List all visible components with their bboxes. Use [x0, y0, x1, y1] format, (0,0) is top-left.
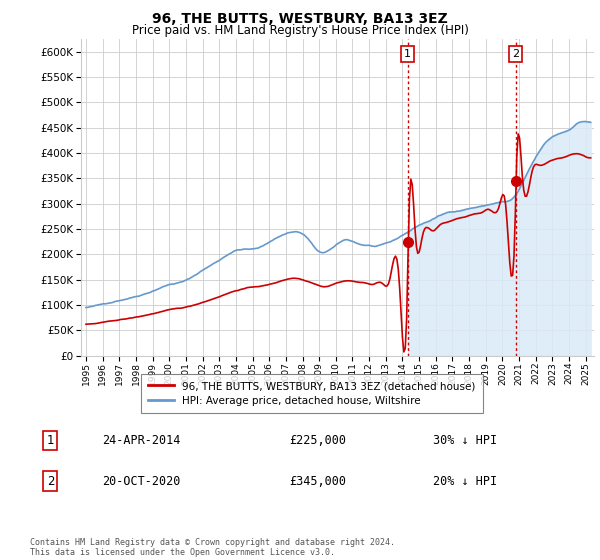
Text: 96, THE BUTTS, WESTBURY, BA13 3EZ: 96, THE BUTTS, WESTBURY, BA13 3EZ — [152, 12, 448, 26]
Text: 20-OCT-2020: 20-OCT-2020 — [102, 475, 180, 488]
Text: 2: 2 — [512, 49, 519, 59]
Text: Contains HM Land Registry data © Crown copyright and database right 2024.
This d: Contains HM Land Registry data © Crown c… — [30, 538, 395, 557]
Text: 20% ↓ HPI: 20% ↓ HPI — [433, 475, 497, 488]
Text: 1: 1 — [47, 434, 54, 447]
Legend: 96, THE BUTTS, WESTBURY, BA13 3EZ (detached house), HPI: Average price, detached: 96, THE BUTTS, WESTBURY, BA13 3EZ (detac… — [141, 374, 483, 413]
Text: 1: 1 — [404, 49, 411, 59]
Text: £345,000: £345,000 — [289, 475, 346, 488]
Text: Price paid vs. HM Land Registry's House Price Index (HPI): Price paid vs. HM Land Registry's House … — [131, 24, 469, 36]
Text: £225,000: £225,000 — [289, 434, 346, 447]
Text: 30% ↓ HPI: 30% ↓ HPI — [433, 434, 497, 447]
Text: 24-APR-2014: 24-APR-2014 — [102, 434, 180, 447]
Text: 2: 2 — [47, 475, 54, 488]
